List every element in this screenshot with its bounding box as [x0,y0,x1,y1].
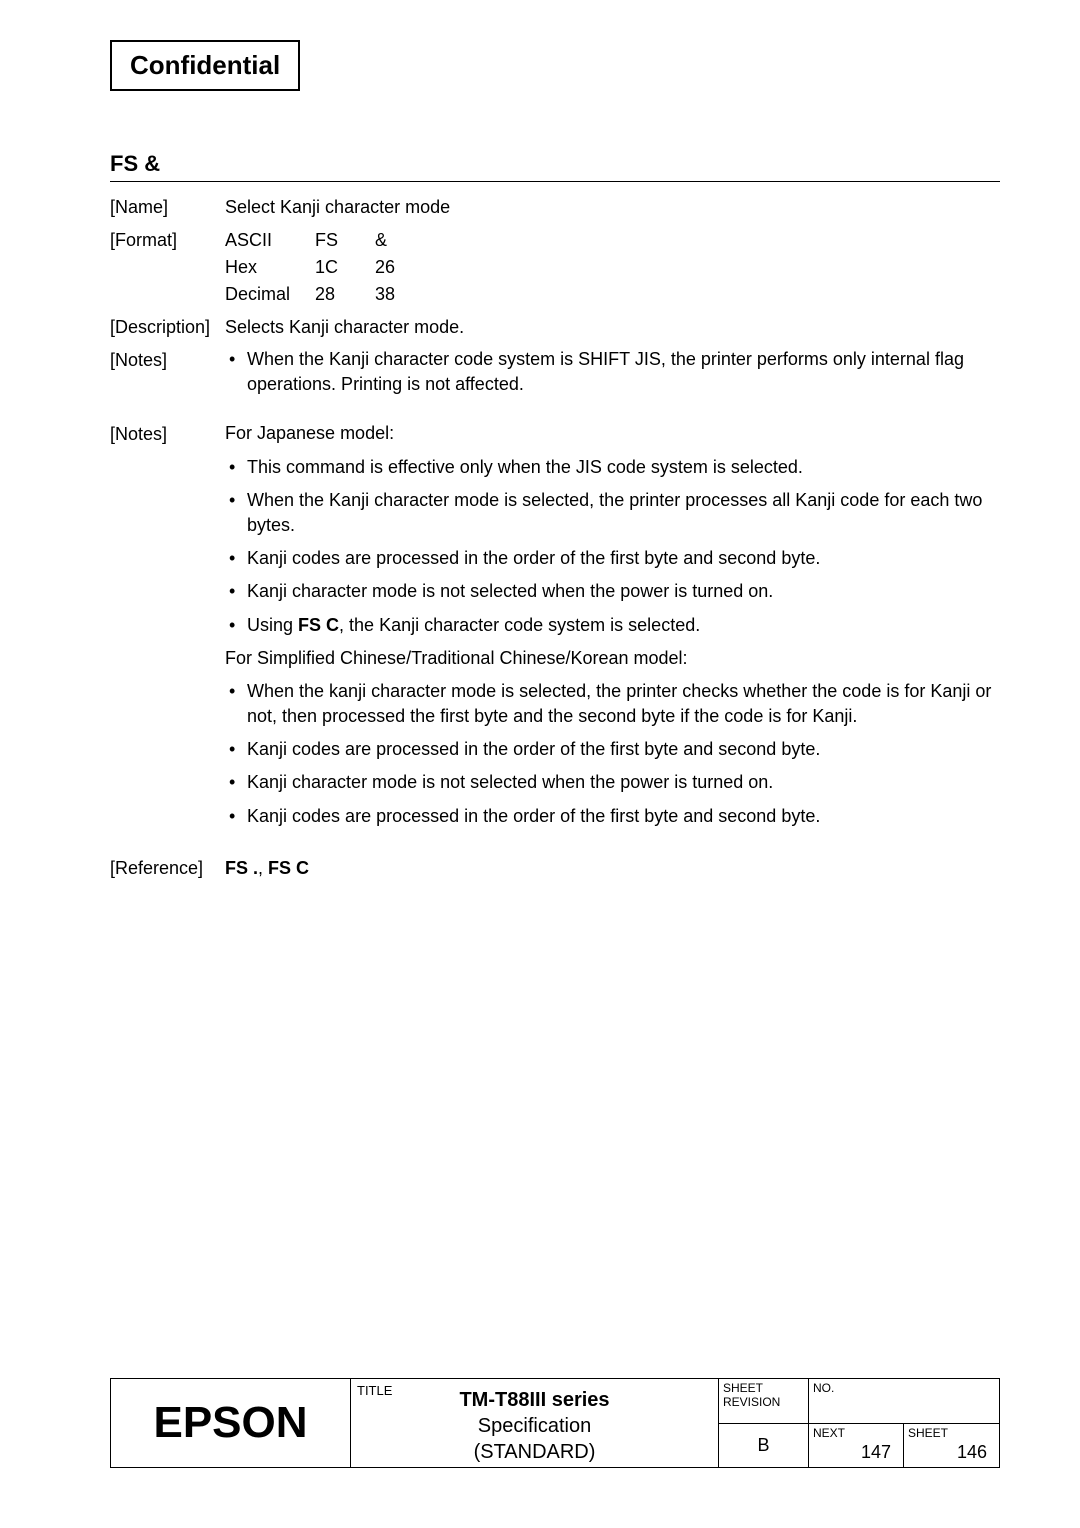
footer-rev-value: B [719,1424,809,1468]
command-title: FS & [110,151,1000,182]
bullet5-pre: Using [247,615,298,635]
reference-bold1: FS . [225,858,258,878]
format-cell: 28 [315,281,375,308]
footer-no-label: NO. [809,1379,999,1423]
format-cell: FS [315,227,375,254]
name-value: Select Kanji character mode [225,194,1000,221]
list-item: Kanji codes are processed in the order o… [225,737,1000,762]
notes2-list-cn: When the kanji character mode is selecte… [225,679,1000,829]
sheet-rev-label1: SHEET [723,1381,804,1395]
footer-sheet-rev-label: SHEET REVISION [719,1379,809,1423]
sheet-rev-label2: REVISION [723,1395,804,1409]
footer-title-cell: TITLE TM-T88III series Specification (ST… [351,1379,719,1467]
notes2-label: [Notes] [110,421,225,836]
name-label: [Name] [110,194,225,221]
title-line1-post: series [546,1389,609,1411]
footer-title-content: TM-T88III series Specification (STANDARD… [363,1385,706,1465]
list-item: Kanji character mode is not selected whe… [225,579,1000,604]
format-row: [Format] ASCII FS & Hex 1C 26 Decimal 28… [110,227,1000,308]
description-row: [Description] Selects Kanji character mo… [110,314,1000,341]
notes1-row: [Notes] When the Kanji character code sy… [110,347,1000,405]
bullet5-bold: FS C [298,615,339,635]
format-cell: Hex [225,254,315,281]
notes2-list-jp: This command is effective only when the … [225,455,1000,638]
format-row-decimal: Decimal 28 38 [225,281,435,308]
footer-sheet-value: 146 [908,1442,995,1465]
footer-logo: EPSON [111,1379,351,1467]
notes2-row: [Notes] For Japanese model: This command… [110,421,1000,836]
list-item: Kanji codes are processed in the order o… [225,546,1000,571]
description-value: Selects Kanji character mode. [225,314,1000,341]
list-item: When the kanji character mode is selecte… [225,679,1000,729]
title-line2: Specification [363,1413,706,1439]
footer-sheet-label: SHEET [908,1426,995,1440]
format-value: ASCII FS & Hex 1C 26 Decimal 28 38 [225,227,1000,308]
notes2-subhead: For Simplified Chinese/Traditional Chine… [225,646,1000,671]
format-cell: 26 [375,254,435,281]
notes2-value: For Japanese model: This command is effe… [225,421,1000,836]
title-line3: (STANDARD) [363,1439,706,1465]
notes1-list: When the Kanji character code system is … [225,347,1000,397]
list-item: Using FS C, the Kanji character code sys… [225,613,1000,638]
bullet5-post: , the Kanji character code system is sel… [339,615,700,635]
name-row: [Name] Select Kanji character mode [110,194,1000,221]
reference-value: FS ., FS C [225,855,1000,882]
format-cell: 1C [315,254,375,281]
title-line1-pre: TM-T88 [459,1389,529,1411]
confidential-label: Confidential [110,40,300,91]
footer-next-cell: NEXT 147 [809,1424,904,1468]
reference-label: [Reference] [110,855,225,882]
footer-right-bottom: B NEXT 147 SHEET 146 [719,1424,999,1468]
reference-sep: , [258,858,268,878]
format-cell: 38 [375,281,435,308]
format-cell: ASCII [225,227,315,254]
notes2-intro: For Japanese model: [225,421,1000,446]
footer-right-col: SHEET REVISION NO. B NEXT 147 SHEET 146 [719,1379,999,1467]
format-cell: Decimal [225,281,315,308]
footer-next-label: NEXT [813,1426,899,1440]
footer-right-top: SHEET REVISION NO. [719,1379,999,1424]
list-item: Kanji character mode is not selected whe… [225,770,1000,795]
notes1-value: When the Kanji character code system is … [225,347,1000,405]
format-table: ASCII FS & Hex 1C 26 Decimal 28 38 [225,227,435,308]
format-row-ascii: ASCII FS & [225,227,435,254]
description-label: [Description] [110,314,225,341]
footer-block: EPSON TITLE TM-T88III series Specificati… [110,1378,1000,1468]
list-item: Kanji codes are processed in the order o… [225,804,1000,829]
notes1-label: [Notes] [110,347,225,405]
list-item: This command is effective only when the … [225,455,1000,480]
list-item: When the Kanji character mode is selecte… [225,488,1000,538]
format-row-hex: Hex 1C 26 [225,254,435,281]
list-item: When the Kanji character code system is … [225,347,1000,397]
reference-bold2: FS C [268,858,309,878]
footer-sheet-cell: SHEET 146 [904,1424,999,1468]
reference-row: [Reference] FS ., FS C [110,855,1000,882]
footer-next-value: 147 [813,1442,899,1465]
format-label: [Format] [110,227,225,308]
format-cell: & [375,227,435,254]
footer-title-label: TITLE [357,1383,392,1398]
title-line1-bold: III [529,1389,546,1411]
